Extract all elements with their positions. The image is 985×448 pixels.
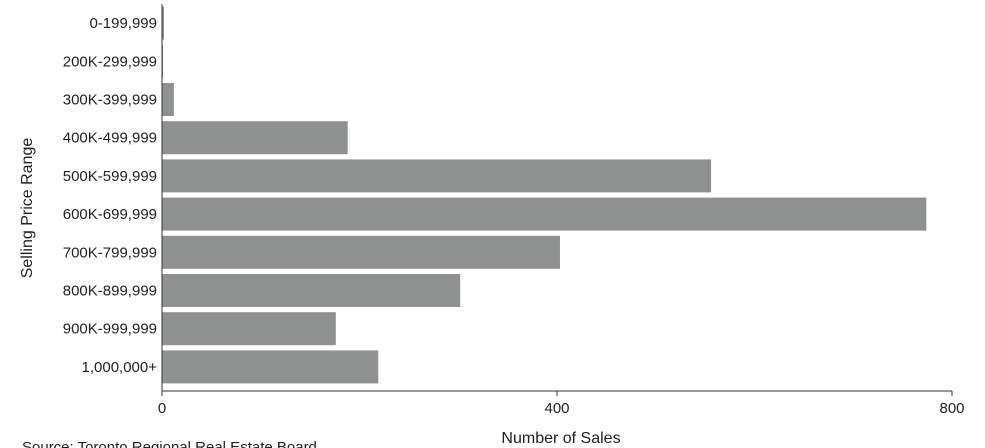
y-tick-label-7: 800K-899,999 bbox=[63, 283, 157, 300]
bar-0 bbox=[162, 6, 164, 40]
bar-4 bbox=[162, 159, 712, 193]
y-axis-title: Selling Price Range bbox=[19, 138, 36, 279]
bar-7 bbox=[162, 274, 461, 307]
y-tick-label-9: 1,000,000+ bbox=[82, 359, 158, 376]
source-note: Source: Toronto Regional Real Estate Boa… bbox=[22, 439, 317, 448]
x-tick-label-0: 0 bbox=[158, 400, 166, 417]
y-tick-label-2: 300K-399,999 bbox=[63, 92, 157, 109]
y-tick-label-0: 0-199,999 bbox=[89, 15, 157, 32]
bar-9 bbox=[162, 350, 379, 384]
bar-5 bbox=[162, 197, 927, 231]
y-tick-label-8: 900K-999,999 bbox=[63, 321, 157, 338]
y-tick-labels: 0-199,999 200K-299,999 300K-399,999 400K-49… bbox=[63, 15, 157, 376]
y-tick-label-1: 200K-299,999 bbox=[63, 53, 157, 70]
x-tick-label-1: 400 bbox=[544, 400, 569, 417]
x-tick-label-2: 800 bbox=[939, 400, 964, 417]
y-tick-label-5: 600K-699,999 bbox=[63, 206, 157, 223]
x-axis-title: Number of Sales bbox=[501, 430, 620, 447]
bar-2 bbox=[162, 83, 174, 116]
y-tick-label-3: 400K-499,999 bbox=[63, 130, 157, 147]
y-tick-label-4: 500K-599,999 bbox=[63, 168, 157, 185]
y-tick-label-6: 700K-799,999 bbox=[63, 244, 157, 261]
bar-3 bbox=[162, 121, 348, 155]
bar-6 bbox=[162, 235, 560, 269]
bars-group bbox=[162, 6, 927, 384]
bar-8 bbox=[162, 312, 336, 346]
x-tick-labels: 0 400 800 bbox=[158, 391, 965, 417]
